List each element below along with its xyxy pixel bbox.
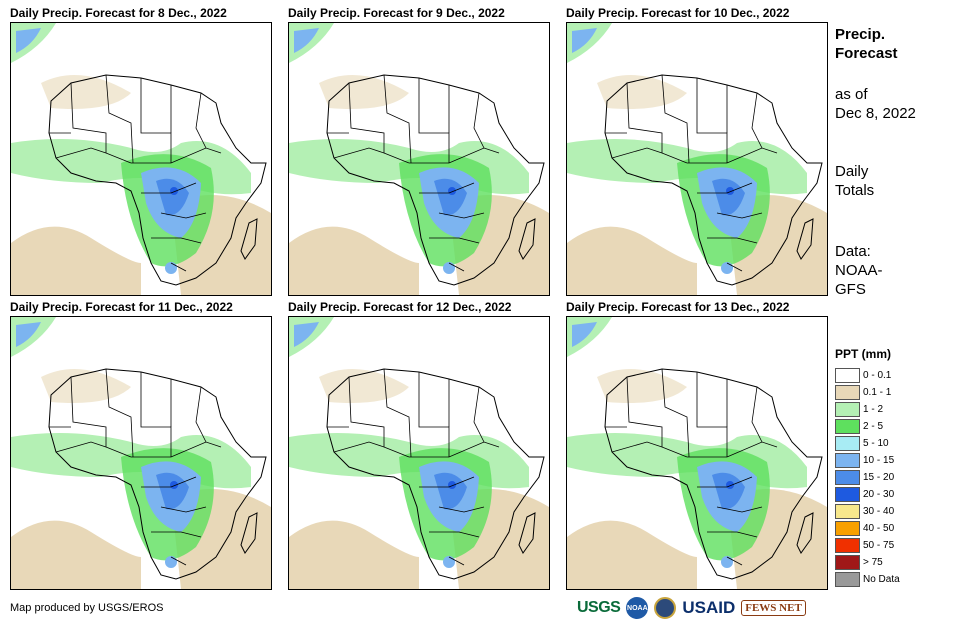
data-source: Data: NOAA- GFS [835, 242, 883, 299]
legend-label: > 75 [863, 557, 883, 568]
legend-label: 50 - 75 [863, 540, 895, 551]
forecast-panel-dec-13: Daily Precip. Forecast for 13 Dec., 2022 [566, 299, 828, 590]
precip-map [288, 316, 550, 590]
legend-label: 20 - 30 [863, 489, 895, 500]
legend-label: 0 - 0.1 [863, 370, 892, 381]
as-of-date: as of Dec 8, 2022 [835, 85, 916, 123]
legend-swatch [835, 453, 860, 468]
legend-label: 30 - 40 [863, 506, 895, 517]
africa-map [11, 317, 271, 589]
logo-strip: USGS NOAA USAID FEWS NET [577, 595, 806, 621]
data-line2: NOAA- [835, 262, 883, 279]
panel-title: Daily Precip. Forecast for 11 Dec., 2022 [10, 300, 233, 314]
precip-map [566, 22, 828, 296]
legend-label: 40 - 50 [863, 523, 895, 534]
legend-label: No Data [863, 574, 900, 585]
legend-swatch [835, 419, 860, 434]
forecast-panel-dec-10: Daily Precip. Forecast for 10 Dec., 2022 [566, 5, 828, 296]
legend-item: 5 - 10 [835, 435, 900, 452]
totals-line2: Totals [835, 182, 875, 199]
legend-label: 2 - 5 [863, 421, 884, 432]
legend-item: 1 - 2 [835, 401, 900, 418]
africa-map [567, 317, 827, 589]
legend-item: 20 - 30 [835, 486, 900, 503]
fews-net-logo: FEWS NET [741, 600, 806, 616]
noaa-logo: NOAA [626, 597, 649, 619]
forecast-panel-dec-8: Daily Precip. Forecast for 8 Dec., 2022 [10, 5, 272, 296]
legend-swatch [835, 487, 860, 502]
legend-item: 0.1 - 1 [835, 384, 900, 401]
forecast-panel-dec-12: Daily Precip. Forecast for 12 Dec., 2022 [288, 299, 550, 590]
legend-item: 15 - 20 [835, 469, 900, 486]
side-title: Precip. Forecast [835, 25, 898, 63]
legend-swatch [835, 470, 860, 485]
usgs-logo: USGS [577, 599, 621, 616]
side-title-line1: Precip. [835, 26, 886, 43]
africa-map [11, 23, 271, 295]
precip-map [10, 316, 272, 590]
panel-title: Daily Precip. Forecast for 12 Dec., 2022 [288, 300, 512, 314]
africa-map [289, 317, 549, 589]
panel-title: Daily Precip. Forecast for 9 Dec., 2022 [288, 6, 505, 20]
totals-line1: Daily [835, 163, 869, 180]
legend-item: > 75 [835, 554, 900, 571]
legend-swatch [835, 521, 860, 536]
legend-swatch [835, 368, 860, 383]
legend-title: PPT (mm) [835, 347, 892, 361]
legend-label: 5 - 10 [863, 438, 889, 449]
legend-swatch [835, 555, 860, 570]
legend: 0 - 0.1 0.1 - 1 1 - 2 2 - 5 5 - 10 10 - 15 15 … [835, 367, 900, 588]
data-line1: Data: [835, 243, 871, 260]
legend-label: 10 - 15 [863, 455, 895, 466]
legend-swatch [835, 402, 860, 417]
legend-item: 0 - 0.1 [835, 367, 900, 384]
legend-swatch [835, 504, 860, 519]
legend-swatch [835, 538, 860, 553]
credit-text: Map produced by USGS/EROS [10, 602, 164, 614]
africa-map [289, 23, 549, 295]
legend-swatch [835, 385, 860, 400]
legend-label: 15 - 20 [863, 472, 895, 483]
legend-item: 10 - 15 [835, 452, 900, 469]
forecast-panel-dec-11: Daily Precip. Forecast for 11 Dec., 2022 [10, 299, 272, 590]
legend-item: 50 - 75 [835, 537, 900, 554]
legend-swatch [835, 572, 860, 587]
side-title-line2: Forecast [835, 45, 898, 62]
legend-item: 30 - 40 [835, 503, 900, 520]
totals-label: Daily Totals [835, 162, 874, 200]
data-line3: GFS [835, 281, 866, 298]
dhs-seal-icon [654, 597, 677, 619]
legend-item: 40 - 50 [835, 520, 900, 537]
legend-swatch [835, 436, 860, 451]
forecast-panel-dec-9: Daily Precip. Forecast for 9 Dec., 2022 [288, 5, 550, 296]
as-of-value: Dec 8, 2022 [835, 105, 916, 122]
panel-title: Daily Precip. Forecast for 10 Dec., 2022 [566, 6, 790, 20]
panel-title: Daily Precip. Forecast for 8 Dec., 2022 [10, 6, 227, 20]
legend-item: No Data [835, 571, 900, 588]
precip-map [566, 316, 828, 590]
legend-item: 2 - 5 [835, 418, 900, 435]
africa-map [567, 23, 827, 295]
panel-title: Daily Precip. Forecast for 13 Dec., 2022 [566, 300, 790, 314]
precip-map [288, 22, 550, 296]
usaid-logo: USAID [682, 598, 736, 617]
as-of-label: as of [835, 86, 868, 103]
legend-label: 1 - 2 [863, 404, 884, 415]
precip-map [10, 22, 272, 296]
legend-label: 0.1 - 1 [863, 387, 892, 398]
